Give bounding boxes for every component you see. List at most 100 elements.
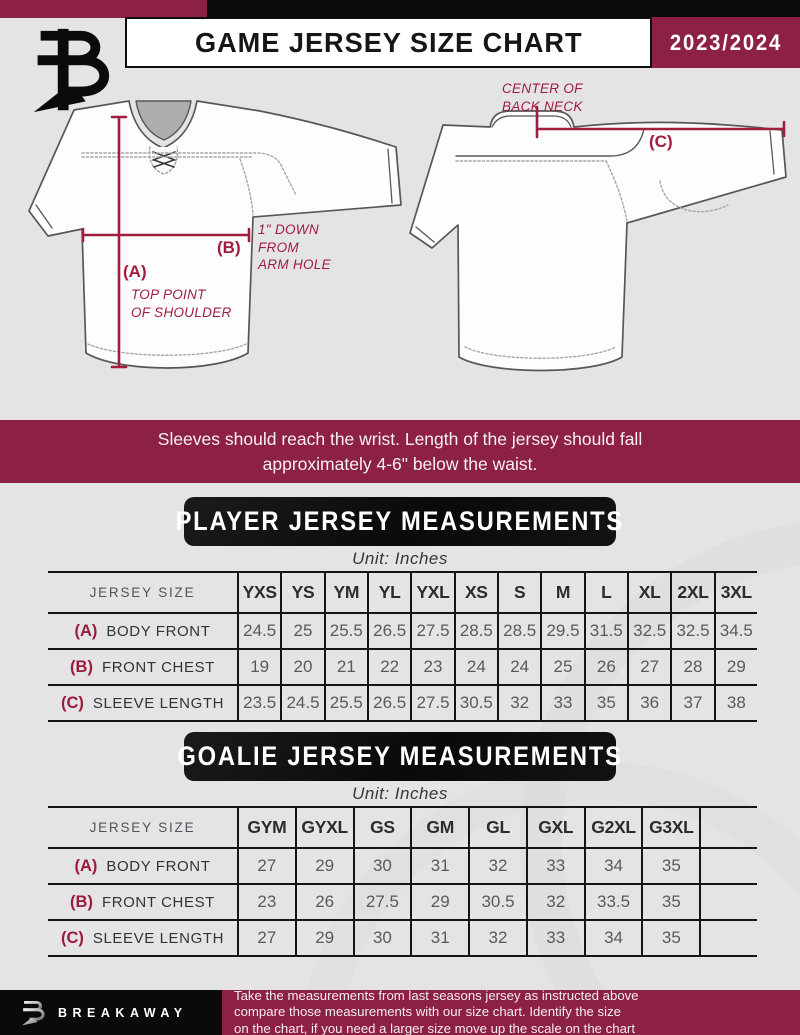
size-column-header: GS xyxy=(352,808,411,847)
table-row: (A) BODY FRONT 27 29 30 31 32 33 34 35 xyxy=(48,847,757,883)
size-column-header: YXL xyxy=(410,573,453,612)
measurement-value-cell: 32.5 xyxy=(670,614,713,648)
size-column-header: M xyxy=(540,573,583,612)
measurement-value-cell: 32 xyxy=(496,686,540,720)
measurement-value-cell: 32 xyxy=(525,885,584,919)
size-column-header: GYM xyxy=(237,808,295,847)
measurement-key: (A) xyxy=(74,856,98,875)
measurement-value-cell: 25.5 xyxy=(323,614,367,648)
lace-detail xyxy=(152,151,176,168)
note-line: OF SHOULDER xyxy=(131,304,232,320)
measurement-value-cell: 27.5 xyxy=(410,614,453,648)
table-row: (C) SLEEVE LENGTH 27 29 30 31 32 33 34 35 xyxy=(48,919,757,955)
back-seam-stitches xyxy=(455,160,729,359)
measurement-value-cell: 26 xyxy=(294,885,353,919)
size-column-header: XS xyxy=(453,573,497,612)
measurement-value-cell: 27 xyxy=(237,849,295,883)
page-title-box: GAME JERSEY SIZE CHART xyxy=(125,17,652,68)
measurement-key: (C) xyxy=(60,928,84,947)
size-column-header: GYXL xyxy=(294,808,353,847)
measurement-value-cell: 35 xyxy=(583,686,627,720)
measurement-line-c xyxy=(535,105,786,139)
size-column-header: YL xyxy=(366,573,410,612)
measurement-value-cell: 35 xyxy=(641,921,699,955)
table-header-row: JERSEY SIZE GYM GYXL GS GM GL GXL G2XL G3XL xyxy=(48,806,757,847)
measurement-value-cell: 28.5 xyxy=(453,614,497,648)
notice-line: approximately 4-6" below the waist. xyxy=(262,453,538,474)
top-stripe-maroon xyxy=(0,0,207,18)
measurement-value-cell: 32 xyxy=(468,849,526,883)
measurement-value-cell: 37 xyxy=(670,686,713,720)
season-badge: 2023/2024 xyxy=(652,17,800,68)
player-section-title: PLAYER JERSEY MEASUREMENTS xyxy=(175,506,625,536)
size-column-header: XL xyxy=(626,573,670,612)
notice-line: Sleeves should reach the wrist. Length o… xyxy=(157,428,643,449)
measurement-value-cell: 31 xyxy=(410,849,468,883)
brand-wordmark: BREAKAWAY xyxy=(58,1005,188,1020)
size-column-header: 2XL xyxy=(670,573,713,612)
measurement-value-cell: 30.5 xyxy=(468,885,526,919)
measurement-value-cell: 25 xyxy=(280,614,323,648)
shoulder-note: TOP POINT OF SHOULDER xyxy=(131,286,232,321)
footer-line: compare those measurements with our size… xyxy=(234,1004,622,1020)
label-b: (B) xyxy=(217,238,241,257)
player-unit-label: Unit: Inches xyxy=(352,549,448,568)
measurement-value-cell: 29 xyxy=(294,849,353,883)
footer-line: Take the measurements from last seasons … xyxy=(234,987,639,1003)
measurement-value-cell: 29 xyxy=(713,650,757,684)
measurement-value-cell: 30 xyxy=(352,849,411,883)
size-column-header xyxy=(699,808,757,847)
measurement-key: (B) xyxy=(70,657,93,676)
jersey-size-corner-label: JERSEY SIZE xyxy=(89,820,196,835)
top-stripe-black xyxy=(207,0,800,17)
measurement-value-cell: 27 xyxy=(626,650,670,684)
measurement-value-cell: 27.5 xyxy=(410,686,453,720)
measurement-value-cell: 22 xyxy=(366,650,410,684)
measurement-name: SLEEVE LENGTH xyxy=(92,694,225,712)
measurement-value-cell: 24.5 xyxy=(280,686,323,720)
measurement-value-cell: 28.5 xyxy=(496,614,540,648)
footer-instructions: Take the measurements from last seasons … xyxy=(222,987,800,1035)
footer-brand-block: BREAKAWAY xyxy=(0,990,222,1035)
front-jersey-diagram xyxy=(28,100,402,369)
measurement-value-cell: 30.5 xyxy=(453,686,497,720)
front-seam-stitches xyxy=(81,152,297,356)
table-row: (C) SLEEVE LENGTH 23.5 24.5 25.5 26.5 27.5 30.5… xyxy=(48,684,757,720)
measurement-value-cell: 26.5 xyxy=(366,614,410,648)
table-row: (B) FRONT CHEST 23 26 27.5 29 30.5 32 33.5 35 xyxy=(48,883,757,919)
fit-notice-banner: Sleeves should reach the wrist. Length o… xyxy=(0,420,800,483)
note-line: ARM HOLE xyxy=(258,257,331,273)
measurement-value-cell: 32 xyxy=(468,921,526,955)
back-jersey-diagram xyxy=(409,105,787,372)
measurement-name: BODY FRONT xyxy=(106,857,211,875)
table-row: (B) FRONT CHEST 19 20 21 22 23 24 24 25 26 27 28 29 xyxy=(48,648,757,684)
footer-line: on the chart, if you need a larger size … xyxy=(234,1020,635,1035)
measurement-value-cell: 34 xyxy=(583,849,642,883)
measurement-value-cell: 23.5 xyxy=(237,686,280,720)
goalie-section-title: GOALIE JERSEY MEASUREMENTS xyxy=(177,741,623,771)
note-line: TOP POINT xyxy=(131,287,206,302)
player-table: JERSEY SIZE YXS YS YM YL YXL XS S M L XL 2XL 3XL (A) B… xyxy=(48,571,757,722)
note-line: 1" DOWN xyxy=(258,222,319,237)
size-column-header: G2XL xyxy=(583,808,642,847)
measurement-value-cell: 27 xyxy=(237,921,295,955)
measurement-row-label: (B) FRONT CHEST xyxy=(48,885,237,919)
measurement-row-label: (B) FRONT CHEST xyxy=(48,650,237,684)
measurement-value-cell: 31 xyxy=(410,921,468,955)
measurement-row-label: (C) SLEEVE LENGTH xyxy=(48,921,237,955)
measurement-value-cell: 26 xyxy=(583,650,627,684)
measurement-value-cell: 28 xyxy=(670,650,713,684)
size-column-header: GL xyxy=(468,808,526,847)
size-column-header: 3XL xyxy=(713,573,757,612)
size-column-header: GXL xyxy=(525,808,584,847)
size-column-header: YM xyxy=(323,573,367,612)
measurement-value-cell: 24 xyxy=(496,650,540,684)
measurement-value-cell: 25.5 xyxy=(323,686,367,720)
measurement-value-cell: 38 xyxy=(713,686,757,720)
measurement-value-cell xyxy=(699,885,757,919)
measurement-name: FRONT CHEST xyxy=(101,893,215,911)
measurement-value-cell: 34.5 xyxy=(713,614,757,648)
measurement-value-cell: 29 xyxy=(410,885,468,919)
jersey-diagrams xyxy=(28,100,787,372)
